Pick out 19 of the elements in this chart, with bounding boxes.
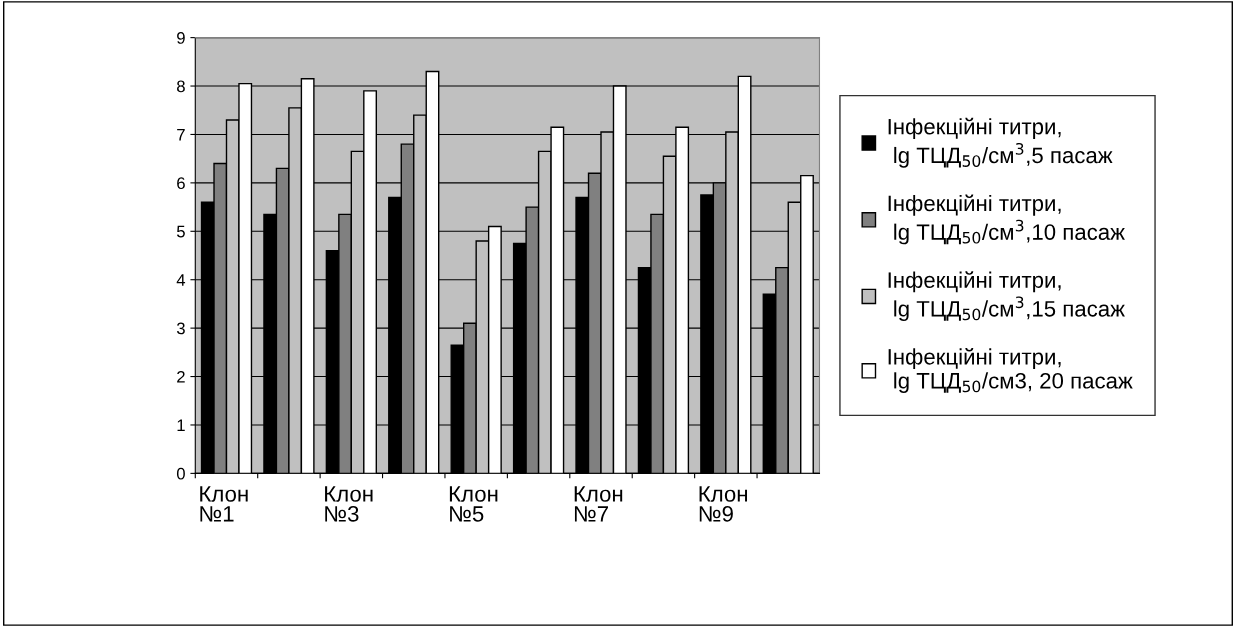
y-tick-label: 6 (177, 177, 185, 190)
x-tick-label: Клон №9 (699, 486, 748, 522)
x-tick-label: Клон №5 (449, 486, 498, 522)
y-tick-label: 4 (176, 274, 186, 286)
x-tick-label: Клон №7 (574, 486, 623, 522)
y-tick-label: 2 (177, 370, 185, 383)
y-tick-label: 0 (176, 467, 185, 480)
legend-label: Інфекційні титри, lg ТЦД$_{50}$/см$^{3}$,5 пасаж (888, 117, 1113, 168)
legend-label: Інфекційні титри, lg ТЦД$_{50}$/см$^{3}$,10 пасаж (888, 194, 1125, 245)
y-tick-label: 5 (176, 225, 185, 238)
y-tick-label: 3 (176, 322, 185, 335)
legend-label: Інфекційні титри, lg ТЦД$_{50}$/см3, 20 пасаж (888, 347, 1133, 393)
x-tick-label: Клон №1 (200, 486, 248, 522)
y-tick-label: 9 (177, 32, 185, 44)
legend-label: Інфекційні титри, lg ТЦД$_{50}$/см$^{3}$,15 пасаж (888, 271, 1125, 322)
y-tick-label: 7 (177, 129, 185, 141)
x-tick-label: Клон №3 (325, 486, 373, 522)
y-tick-label: 8 (177, 80, 185, 93)
y-tick-label: 1 (177, 419, 185, 432)
